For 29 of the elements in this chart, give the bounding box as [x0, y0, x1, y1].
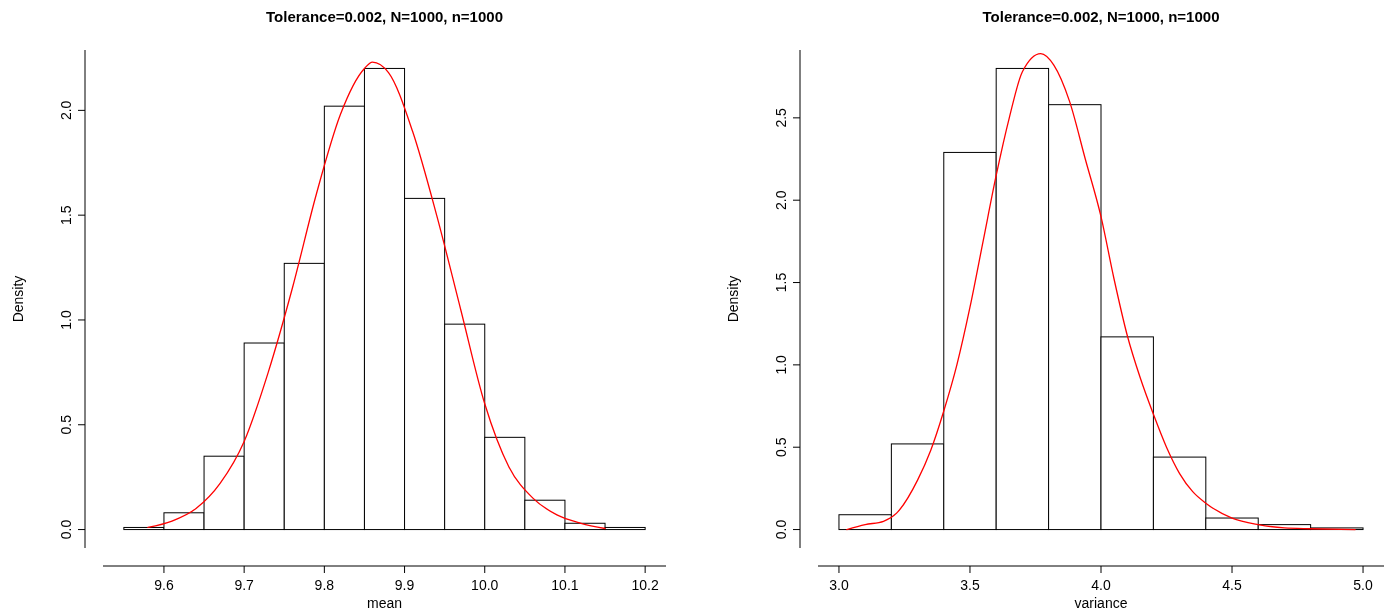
- y-tick-label: 0.0: [58, 519, 74, 540]
- y-tick-label: 0.5: [58, 414, 74, 435]
- chart-title: Tolerance=0.002, N=1000, n=1000: [266, 8, 503, 25]
- y-tick-label: 2.5: [773, 107, 789, 128]
- x-tick-label: 10.2: [631, 577, 659, 593]
- y-tick-label: 0.5: [773, 437, 789, 457]
- x-tick-label: 3.0: [829, 577, 849, 593]
- y-tick-label: 0.0: [773, 519, 789, 540]
- y-tick-label: 2.0: [773, 190, 789, 210]
- y-tick-label: 2.0: [58, 100, 74, 121]
- x-tick-label: 3.5: [960, 577, 980, 593]
- x-tick-label: 9.7: [234, 577, 255, 593]
- x-axis-title: mean: [366, 595, 403, 611]
- y-tick-label: 1.5: [58, 205, 74, 225]
- x-tick-label: 9.8: [314, 577, 335, 593]
- x-tick-label: 9.6: [154, 577, 174, 593]
- y-tick-label: 1.0: [773, 354, 789, 375]
- x-tick-label: 9.9: [394, 577, 415, 593]
- y-tick-label: 1.0: [58, 310, 74, 330]
- x-tick-label: 10.1: [551, 577, 579, 593]
- y-axis-title: Density: [10, 275, 26, 323]
- chart-title: Tolerance=0.002, N=1000, n=1000: [982, 8, 1220, 25]
- x-tick-label: 4.0: [1091, 577, 1111, 593]
- x-tick-label: 4.5: [1222, 577, 1242, 593]
- y-axis-title: Density: [725, 275, 741, 323]
- x-tick-label: 10.0: [471, 577, 499, 593]
- x-axis-title: variance: [1074, 595, 1128, 611]
- x-tick-label: 5.0: [1353, 577, 1373, 593]
- y-tick-label: 1.5: [773, 272, 789, 293]
